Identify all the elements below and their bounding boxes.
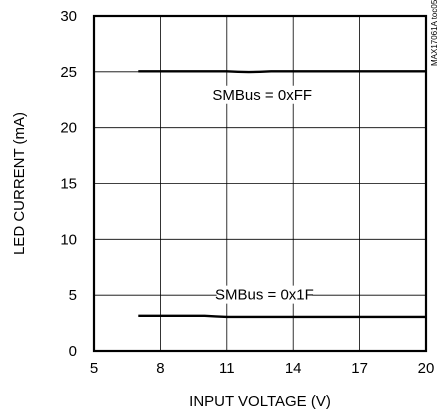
x-tick-label-1: 8 [156,360,164,377]
annotations: SMBus = 0xFF SMBus = 0x1F [212,85,314,304]
x-tick-label-4: 17 [351,360,368,377]
annotation-bg-1 [214,85,311,104]
plot-frame [92,14,428,353]
annotation-2: SMBus = 0x1F [215,287,314,304]
y-tick-label-1: 5 [69,287,77,304]
x-tick-label-0: 5 [90,360,98,377]
x-tick-label-5: 20 [418,360,435,377]
x-tick-label-3: 14 [285,360,302,377]
y-tick-label-4: 20 [60,120,77,137]
y-tick-label-6: 30 [60,8,77,25]
y-tick-label-2: 10 [60,231,77,248]
y-axis-label: LED CURRENT (mA) [11,112,28,255]
y-tick-label-3: 15 [60,176,77,193]
annotation-bg-2 [216,285,313,304]
series-line-2 [138,314,426,319]
x-axis-label: INPUT VOLTAGE (V) [189,393,331,410]
annotation-1: SMBus = 0xFF [212,87,312,104]
y-tick-label-0: 0 [69,343,77,360]
series-layer [138,70,426,319]
x-tick-label-2: 11 [219,360,235,377]
series-line-1 [138,70,426,74]
y-tick-label-5: 25 [60,64,77,81]
figure-id: MAX17061A toc05 [430,0,439,66]
